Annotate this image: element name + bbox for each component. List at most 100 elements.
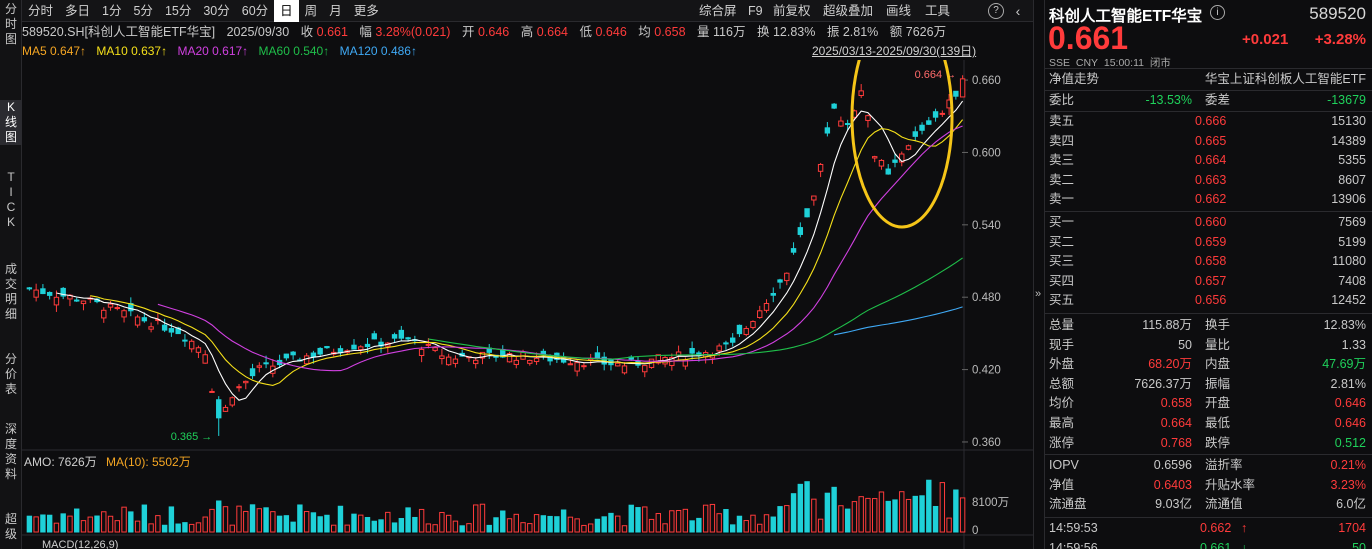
back-chevron-icon[interactable]: ‹ [1015, 3, 1021, 19]
candle-118[interactable] [824, 122, 831, 137]
period-tab-0[interactable]: 分时 [28, 3, 54, 18]
candle-133[interactable] [926, 116, 932, 126]
candle-109[interactable] [763, 299, 770, 313]
candle-126[interactable] [878, 159, 885, 170]
period-tab-3[interactable]: 5分 [133, 3, 153, 18]
candle-88[interactable] [621, 362, 628, 375]
period-tab-7[interactable]: 日 [274, 0, 299, 22]
candle-25[interactable] [195, 345, 202, 359]
candle-43[interactable] [317, 347, 323, 357]
info-icon[interactable]: i [1210, 5, 1225, 20]
candle-127[interactable] [885, 164, 891, 175]
candle-32[interactable] [243, 380, 249, 390]
candle-128[interactable] [892, 153, 898, 168]
ask-row-0[interactable]: 卖五 0.666 15130 [1049, 114, 1366, 128]
candle-74[interactable] [527, 359, 533, 366]
candle-137[interactable] [953, 90, 959, 100]
candle-138[interactable] [959, 75, 966, 98]
candle-104[interactable] [729, 333, 736, 347]
period-tab-1[interactable]: 多日 [65, 3, 91, 18]
candle-106[interactable] [743, 325, 749, 337]
toolbar-right-item-2[interactable]: 前复权 [773, 4, 811, 18]
candle-131[interactable] [912, 126, 918, 142]
candle-119[interactable] [831, 103, 837, 110]
candle-33[interactable] [249, 363, 256, 379]
toolbar-right-item-5[interactable]: 工具 [925, 4, 951, 18]
left-tab-4[interactable]: 分 价 表 [4, 352, 17, 396]
candle-48[interactable] [351, 339, 357, 350]
candle-130[interactable] [905, 144, 912, 151]
toolbar-right-item-3[interactable]: 超级叠加 [823, 4, 874, 18]
candle-124[interactable] [865, 114, 871, 128]
candle-117[interactable] [817, 162, 824, 178]
period-tab-8[interactable]: 周 [304, 3, 318, 18]
candle-80[interactable] [567, 358, 574, 366]
candle-108[interactable] [757, 305, 763, 319]
candle-71[interactable] [506, 351, 513, 363]
candle-116[interactable] [811, 195, 817, 206]
candle-121[interactable] [844, 119, 851, 130]
candle-61[interactable] [439, 348, 445, 365]
candle-7[interactable] [74, 297, 80, 302]
left-tab-0[interactable]: 分 时 图 [4, 2, 17, 46]
candle-115[interactable] [804, 208, 810, 218]
candle-62[interactable] [445, 353, 452, 366]
candle-110[interactable] [770, 287, 776, 303]
candle-4[interactable] [53, 290, 60, 312]
left-tab-3[interactable]: 成 交 明 细 [4, 262, 17, 321]
bid-row-2[interactable]: 买三 0.658 11080 [1049, 254, 1366, 269]
candle-30[interactable] [229, 396, 235, 408]
help-icon[interactable]: ? [988, 3, 1004, 19]
candle-28[interactable] [216, 396, 222, 436]
left-tab-6[interactable]: 超 级 [4, 512, 17, 541]
candle-8[interactable] [80, 300, 87, 311]
candle-54[interactable] [391, 332, 398, 343]
candle-39[interactable] [290, 351, 296, 360]
candle-111[interactable] [777, 278, 783, 289]
candle-27[interactable] [209, 388, 215, 393]
candle-5[interactable] [60, 287, 66, 300]
candle-125[interactable] [872, 155, 878, 163]
left-tab-1[interactable]: K 线 图 [0, 100, 22, 145]
left-tab-2[interactable]: T I C K [6, 170, 16, 229]
expand-chevron-icon[interactable]: » [1035, 288, 1042, 300]
candle-58[interactable] [418, 346, 425, 363]
candle-34[interactable] [256, 362, 263, 373]
candle-107[interactable] [750, 320, 756, 330]
candle-0[interactable] [26, 286, 33, 291]
candle-29[interactable] [222, 404, 229, 412]
period-tab-4[interactable]: 15分 [164, 3, 192, 18]
candle-17[interactable] [141, 312, 148, 323]
candle-113[interactable] [790, 242, 797, 255]
ask-row-2[interactable]: 卖三 0.664 5355 [1049, 153, 1366, 168]
kline-chart[interactable]: 0.660 0.600 0.540 0.480 0.420 0.360 0.664 → 0.3… [22, 60, 1033, 549]
candle-55[interactable] [398, 325, 405, 341]
nav-row[interactable]: 净值走势 华宝上证科创板人工智能ETF [1049, 72, 1366, 86]
period-tab-2[interactable]: 1分 [102, 3, 122, 18]
candle-3[interactable] [46, 291, 53, 300]
candle-98[interactable] [689, 341, 695, 360]
candle-18[interactable] [148, 322, 154, 333]
ask-row-1[interactable]: 卖四 0.665 14389 [1049, 133, 1366, 148]
candle-105[interactable] [736, 324, 743, 338]
bid-row-0[interactable]: 买一 0.660 7569 [1049, 215, 1366, 229]
candle-1[interactable] [33, 283, 39, 302]
candle-51[interactable] [371, 330, 377, 340]
candle-14[interactable] [121, 308, 127, 323]
candle-26[interactable] [202, 350, 208, 364]
bid-row-4[interactable]: 买五 0.656 12452 [1049, 293, 1366, 308]
left-tab-5[interactable]: 深 度 资 料 [4, 422, 17, 481]
candle-11[interactable] [101, 307, 107, 323]
toolbar-right-item-0[interactable]: 综合屏 [699, 4, 737, 18]
toolbar-right-item-1[interactable]: F9 [748, 4, 763, 18]
period-tab-6[interactable]: 60分 [241, 3, 269, 18]
candle-16[interactable] [134, 314, 141, 328]
candle-77[interactable] [547, 354, 553, 366]
candle-23[interactable] [182, 334, 188, 347]
candle-123[interactable] [858, 84, 864, 99]
candle-63[interactable] [452, 355, 459, 368]
toolbar-right-item-4[interactable]: 画线 [886, 4, 912, 18]
candle-82[interactable] [581, 362, 587, 370]
ask-row-4[interactable]: 卖一 0.662 13906 [1049, 192, 1366, 207]
date-range-label[interactable]: 2025/03/13-2025/09/30(139日) [812, 44, 977, 58]
